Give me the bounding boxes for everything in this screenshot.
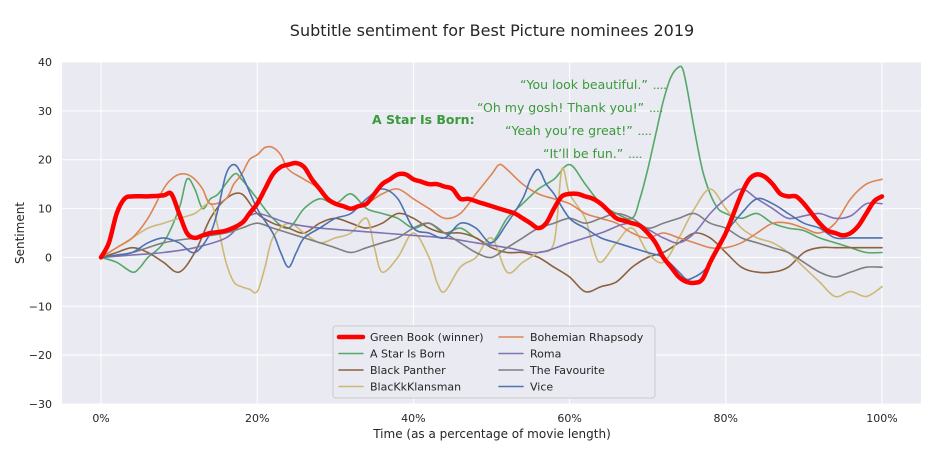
- y-tick-label: −20: [29, 349, 52, 362]
- legend-label: Vice: [530, 381, 553, 394]
- annotations: A Star Is Born: “You look beautiful.” “O…: [372, 77, 668, 161]
- legend-label: The Favourite: [529, 364, 605, 377]
- y-tick-label: 0: [45, 251, 52, 264]
- y-tick-label: −30: [29, 398, 52, 411]
- annotation-group-label: A Star Is Born:: [372, 112, 475, 127]
- x-tick-label: 40%: [401, 412, 425, 425]
- legend-label: Black Panther: [370, 364, 446, 377]
- annotation-quote-4: “It’ll be fun.”: [543, 146, 623, 161]
- y-tick-label: 30: [38, 105, 52, 118]
- series-line-green-book-winner: [98, 160, 885, 286]
- legend-label: A Star Is Born: [370, 348, 445, 361]
- series-line-the-favourite: [100, 212, 883, 278]
- legend-box: [332, 325, 656, 399]
- series-line-black-panther: [100, 192, 883, 293]
- series-lines: [98, 65, 885, 298]
- legend-label: Green Book (winner): [370, 331, 484, 344]
- legend-label: Bohemian Rhapsody: [530, 331, 644, 344]
- y-tick-label: 20: [38, 154, 52, 167]
- legend-label: BlacKkKlansman: [370, 381, 461, 394]
- x-tick-label: 100%: [866, 412, 897, 425]
- y-axis-ticks: −30 −20 −10 0 10 20 30 40: [29, 56, 52, 411]
- x-tick-label: 20%: [245, 412, 269, 425]
- legend: Green Book (winner) A Star Is Born Black P…: [332, 325, 656, 399]
- y-axis-label: Sentiment: [13, 202, 27, 264]
- annotation-quote-2: “Oh my gosh! Thank you!”: [477, 100, 644, 115]
- legend-label: Roma: [530, 348, 561, 361]
- x-tick-label: 0%: [92, 412, 109, 425]
- x-tick-label: 80%: [714, 412, 738, 425]
- series-line-blackkklansman: [100, 167, 883, 298]
- y-tick-label: 40: [38, 56, 52, 69]
- annotation-quote-1: “You look beautiful.”: [520, 77, 648, 92]
- x-axis-ticks: 0% 20% 40% 60% 80% 100%: [92, 412, 897, 425]
- y-tick-label: −10: [29, 300, 52, 313]
- chart-title: Subtitle sentiment for Best Picture nomi…: [290, 21, 694, 40]
- series-line-bohemian-rhapsody: [100, 145, 883, 259]
- x-axis-label: Time (as a percentage of movie length): [372, 427, 611, 441]
- annotation-quote-3: “Yeah you’re great!”: [505, 123, 633, 138]
- x-tick-label: 60%: [557, 412, 581, 425]
- y-tick-label: 10: [38, 203, 52, 216]
